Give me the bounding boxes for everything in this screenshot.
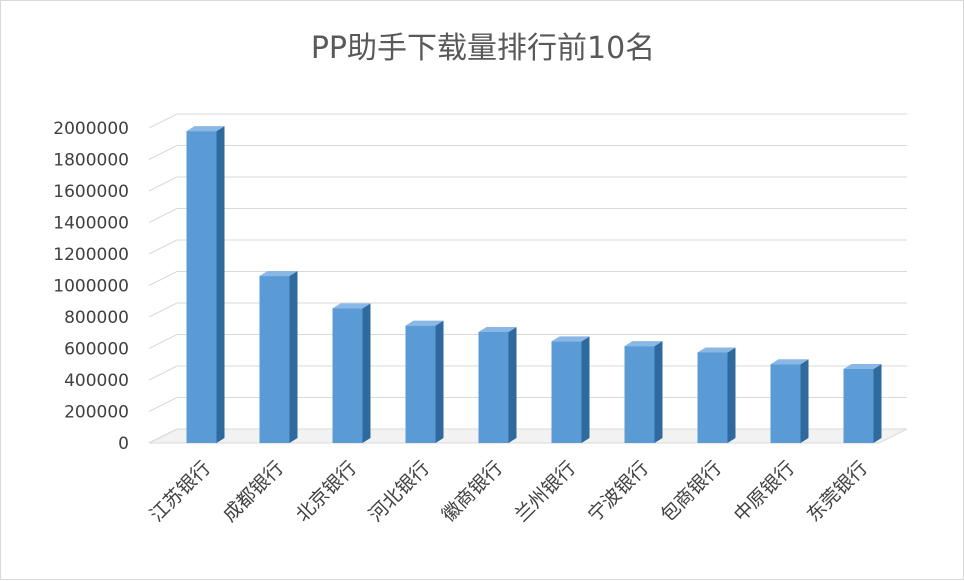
bar-side bbox=[800, 359, 809, 443]
bar-front bbox=[478, 331, 509, 443]
gridline-depth bbox=[148, 145, 178, 160]
x-tick-label: 北京银行 bbox=[292, 457, 361, 526]
bar-side bbox=[654, 341, 663, 443]
gridline-depth bbox=[148, 334, 178, 349]
bar-top bbox=[186, 126, 225, 132]
y-tick-label: 1600000 bbox=[53, 182, 129, 202]
bar bbox=[843, 363, 882, 443]
bar-top bbox=[551, 336, 590, 342]
y-tick-label: 400000 bbox=[64, 371, 129, 391]
bar-top bbox=[770, 359, 809, 365]
x-tick-label: 中原银行 bbox=[730, 457, 799, 526]
gridline-depth bbox=[148, 208, 178, 223]
x-tick-label: 宁波银行 bbox=[584, 457, 653, 526]
x-tick-label: 东莞银行 bbox=[803, 457, 872, 526]
gridline-depth bbox=[148, 365, 178, 381]
bar bbox=[624, 341, 663, 443]
x-tick-label: 河北银行 bbox=[365, 457, 434, 526]
bar bbox=[259, 271, 298, 443]
bar-front bbox=[259, 276, 290, 443]
y-tick-label: 1000000 bbox=[53, 277, 129, 297]
bar-front bbox=[770, 364, 801, 443]
bar-front bbox=[186, 131, 217, 443]
bar-side bbox=[216, 126, 225, 444]
bar-side bbox=[508, 326, 517, 443]
y-axis-ticks: 0 200000 400000 600000 800000 1000000 1200000 1… bbox=[53, 119, 129, 454]
bar-top bbox=[843, 363, 882, 369]
y-tick-label: 2000000 bbox=[53, 119, 129, 139]
bar bbox=[770, 359, 809, 443]
bar-front bbox=[843, 368, 874, 443]
gridline-depth bbox=[148, 176, 178, 192]
bar-top bbox=[332, 303, 371, 309]
gridline-depth bbox=[148, 271, 178, 286]
bar-side bbox=[727, 347, 736, 443]
y-tick-label: 1800000 bbox=[53, 151, 129, 171]
bar bbox=[697, 347, 736, 443]
gridline-depth bbox=[148, 428, 178, 444]
gridline-depth bbox=[148, 397, 178, 412]
bar-front bbox=[405, 325, 436, 443]
bar bbox=[332, 303, 371, 443]
bar bbox=[551, 336, 590, 443]
bar-side bbox=[289, 271, 298, 443]
bar bbox=[405, 320, 444, 443]
bar-side bbox=[581, 336, 590, 443]
bar bbox=[186, 126, 225, 444]
bar-front bbox=[551, 341, 582, 443]
y-tick-label: 1400000 bbox=[53, 214, 129, 234]
bar-front bbox=[697, 352, 728, 443]
y-tick-label: 600000 bbox=[64, 340, 129, 360]
x-tick-label: 徽商银行 bbox=[438, 457, 507, 526]
x-tick-label: 包商银行 bbox=[657, 457, 726, 526]
bars bbox=[186, 126, 882, 444]
y-tick-label: 800000 bbox=[64, 308, 129, 328]
y-tick-label: 0 bbox=[118, 434, 129, 454]
bar bbox=[478, 326, 517, 443]
x-tick-label: 江苏银行 bbox=[146, 457, 215, 526]
bar-top bbox=[697, 347, 736, 353]
bar-front bbox=[624, 346, 655, 443]
bar-side bbox=[435, 320, 444, 443]
x-tick-label: 成都银行 bbox=[219, 457, 288, 526]
gridline-depth bbox=[148, 239, 178, 255]
x-axis-ticks: 江苏银行 成都银行 北京银行 河北银行 徽商银行 兰州银行 宁波银行 包商银行 中原银行 东莞银行 bbox=[146, 457, 872, 526]
bar-side bbox=[873, 363, 882, 443]
y-tick-label: 200000 bbox=[64, 403, 129, 423]
y-tick-label: 1200000 bbox=[53, 245, 129, 265]
gridline-depth bbox=[148, 302, 178, 318]
bar-top bbox=[624, 341, 663, 347]
x-tick-label: 兰州银行 bbox=[511, 457, 580, 526]
chart-title: PP助手下载量排行前10名 bbox=[311, 31, 655, 66]
gridline-depth bbox=[148, 113, 178, 129]
bar-side bbox=[362, 303, 371, 443]
bar-front bbox=[332, 308, 363, 443]
bar-top bbox=[405, 320, 444, 326]
bar-top bbox=[259, 271, 298, 277]
bar-top bbox=[478, 326, 517, 332]
